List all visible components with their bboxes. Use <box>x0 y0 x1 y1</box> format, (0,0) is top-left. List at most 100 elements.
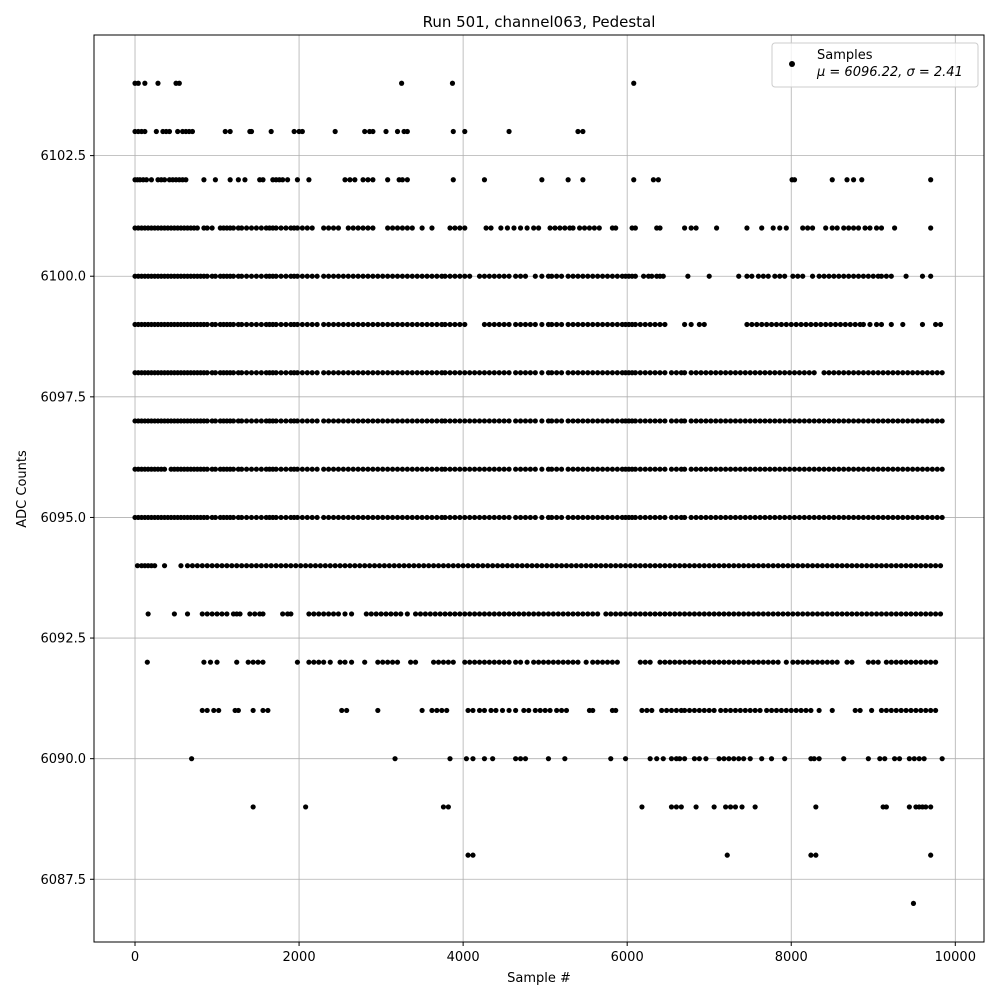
sample-point <box>335 273 342 279</box>
sample-point <box>549 514 555 521</box>
sample-point <box>711 611 717 617</box>
sample-point <box>370 514 376 521</box>
sample-point <box>472 466 478 472</box>
sample-point <box>595 370 601 376</box>
sample-point <box>501 321 507 328</box>
sample-point <box>811 466 817 472</box>
sample-point <box>752 370 758 376</box>
sample-point <box>345 514 351 521</box>
sample-point <box>631 80 637 86</box>
sample-point <box>314 273 320 279</box>
sample-point <box>230 466 237 472</box>
sample-point <box>850 225 857 231</box>
sample-point <box>747 756 753 762</box>
sample-point <box>504 225 511 231</box>
sample-point <box>723 466 729 472</box>
sample-point <box>539 177 545 183</box>
x-tick-label: 6000 <box>611 950 644 965</box>
sample-point <box>340 466 346 472</box>
sample-point <box>549 466 555 472</box>
sample-point <box>736 659 742 665</box>
sample-point <box>280 611 286 617</box>
sample-point <box>253 321 260 328</box>
sample-point <box>721 756 727 762</box>
sample-point <box>325 611 332 617</box>
sample-point <box>608 756 614 762</box>
sample-point <box>898 563 904 569</box>
sample-point <box>662 466 668 472</box>
sample-point <box>906 756 912 762</box>
sample-point <box>844 177 850 183</box>
sample-point <box>786 418 793 424</box>
sample-point <box>816 466 822 472</box>
sample-point <box>273 370 279 376</box>
sample-point <box>732 418 739 424</box>
sample-point <box>486 514 492 521</box>
sample-point <box>204 418 210 424</box>
sample-point <box>870 514 876 521</box>
sample-point <box>539 563 545 569</box>
sample-point <box>595 514 601 521</box>
sample-point <box>775 563 781 569</box>
sample-point <box>741 611 747 617</box>
sample-point <box>408 659 414 665</box>
sample-point <box>325 466 332 472</box>
sample-point <box>652 466 658 472</box>
sample-point <box>808 707 814 714</box>
sample-point <box>829 563 835 569</box>
sample-point <box>673 804 679 810</box>
sample-point <box>885 514 891 521</box>
sample-point <box>599 466 606 472</box>
sample-point <box>577 225 583 231</box>
sample-point <box>532 514 538 521</box>
sample-point <box>212 321 219 328</box>
sample-point <box>562 225 568 231</box>
sample-point <box>389 370 396 376</box>
sample-point <box>511 225 517 231</box>
sample-point <box>711 563 717 569</box>
sample-point <box>370 370 376 376</box>
sample-point <box>860 418 867 424</box>
sample-point <box>590 611 596 617</box>
sample-point <box>314 321 320 328</box>
sample-point <box>865 466 871 472</box>
sample-point <box>757 418 763 424</box>
sample-point <box>385 418 391 424</box>
sample-point <box>806 466 812 472</box>
sample-point <box>429 466 435 472</box>
sample-point <box>614 273 620 279</box>
sample-point <box>821 466 827 472</box>
sample-point <box>919 466 926 472</box>
sample-point <box>590 659 596 665</box>
sample-point <box>239 321 245 328</box>
sample-point <box>235 707 241 714</box>
sample-point <box>795 273 801 279</box>
sample-point <box>472 514 478 521</box>
sample-point <box>854 563 860 569</box>
sample-point <box>283 466 289 472</box>
sample-point <box>928 273 934 279</box>
sample-point <box>380 273 386 279</box>
sample-point <box>490 563 496 569</box>
sample-point <box>360 514 366 521</box>
sample-point <box>796 466 803 472</box>
sample-point <box>637 611 643 617</box>
sample-point <box>885 418 891 424</box>
sample-point <box>430 563 437 569</box>
sample-point <box>782 756 788 762</box>
sample-point <box>258 321 264 328</box>
sample-point <box>846 273 852 279</box>
sample-point <box>350 225 356 231</box>
sample-point <box>365 466 371 472</box>
sample-point <box>434 370 440 376</box>
sample-point <box>245 659 251 665</box>
sample-point <box>693 466 699 472</box>
sample-point <box>708 370 714 376</box>
sample-point <box>199 611 205 617</box>
sample-point <box>777 225 783 231</box>
sample-point <box>873 321 880 328</box>
sample-point <box>335 321 342 328</box>
sample-point <box>703 756 709 762</box>
